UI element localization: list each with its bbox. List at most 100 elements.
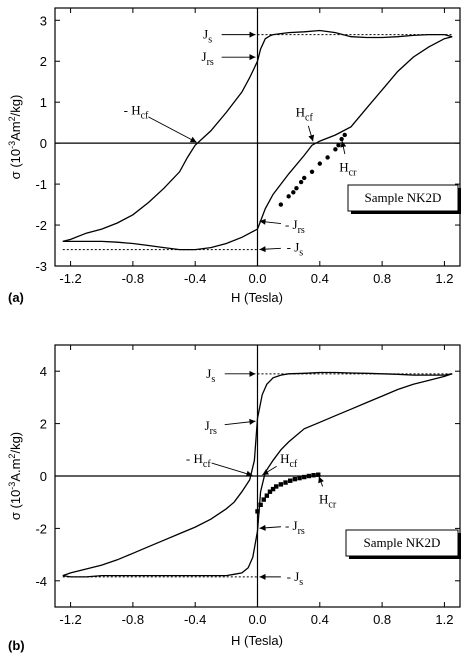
y-axis-title-part: Am — [8, 121, 23, 141]
annotation-arrowhead — [245, 470, 253, 477]
annotation-label: - Jrs — [285, 518, 305, 537]
annotation-subscript: rs — [298, 225, 305, 236]
annotation-arrowhead — [259, 573, 266, 580]
y-tick-label: 2 — [40, 417, 47, 432]
annotation-label: Hcf — [296, 104, 314, 123]
x-tick-label: 0.0 — [248, 271, 266, 286]
annotation-arrow — [148, 116, 197, 143]
annotation-subscript: cr — [349, 168, 357, 179]
sample-label: Sample NK2D — [364, 535, 441, 550]
recoil-point — [306, 473, 312, 479]
y-tick-label: -2 — [35, 521, 47, 536]
y-axis-title: σ (10-3A.m2/kg) — [7, 432, 23, 520]
panel-a: -1.2 -0.8 -0.4 0.0 0.4 0.8 1.2-3-2-10123JsJrs-… — [7, 7, 461, 305]
annotation-main: H — [339, 160, 348, 175]
hysteresis-branch-1 — [62, 373, 453, 578]
hysteresis-branch-0 — [62, 29, 453, 243]
y-axis-title-part: 2 — [7, 116, 17, 121]
annotation-main: H — [296, 104, 305, 119]
annotation-subscript: s — [211, 374, 215, 385]
annotation-main: - J — [285, 518, 298, 533]
x-tick-label: 0.4 — [311, 271, 329, 286]
panel-label: (b) — [8, 638, 25, 653]
recoil-point — [325, 155, 330, 160]
recoil-point — [294, 185, 299, 191]
annotation-arrowhead — [259, 218, 266, 225]
annotation-main: J — [206, 366, 211, 381]
recoil-point — [336, 142, 341, 148]
recoil-point — [278, 482, 284, 487]
x-tick-label: -0.8 — [122, 612, 144, 627]
annotation-label: - Hcf — [186, 451, 211, 470]
annotation-main: - H — [124, 102, 141, 117]
recoil-point — [267, 489, 273, 494]
annotation-label: Jrs — [205, 418, 217, 437]
y-axis-title-part: /kg) — [8, 95, 23, 117]
recoil-point — [317, 161, 323, 166]
annotation-label: Js — [203, 27, 212, 46]
annotation-label: Jrs — [202, 49, 214, 68]
sample-box — [347, 184, 459, 212]
y-tick-label: 0 — [40, 136, 47, 151]
annotation-subscript: rs — [298, 526, 305, 537]
recoil-point — [264, 493, 270, 498]
y-tick-label: -4 — [35, 574, 47, 589]
annotation-main: H — [280, 451, 289, 466]
annotation-subscript: rs — [207, 57, 214, 68]
recoil-point — [302, 474, 307, 480]
annotation-label: Hcf — [280, 451, 298, 470]
annotation-arrowhead — [318, 476, 324, 484]
annotation-subscript: cr — [328, 500, 336, 511]
annotation-subscript: cf — [289, 459, 297, 470]
annotation-arrowhead — [249, 54, 256, 61]
recoil-point — [261, 497, 266, 502]
annotation-main: - H — [186, 451, 203, 466]
recoil-point — [298, 179, 304, 185]
recoil-point — [288, 478, 293, 483]
y-tick-label: 1 — [40, 95, 47, 110]
annotation-arrowhead — [340, 141, 347, 148]
y-axis-title-part: σ (10 — [8, 490, 23, 520]
annotation-label: Hcr — [339, 160, 357, 179]
y-tick-label: 0 — [40, 469, 47, 484]
x-axis-title: H (Tesla) — [231, 633, 283, 648]
recoil-point — [316, 472, 321, 477]
y-axis-title-part: σ (10 — [8, 149, 23, 179]
x-axis-title: H (Tesla) — [231, 290, 283, 305]
annotation-label: Hcr — [319, 492, 337, 511]
y-tick-label: 2 — [40, 54, 47, 69]
annotation-main: H — [319, 492, 328, 507]
annotation-label: - Jrs — [285, 217, 305, 236]
y-axis-title-part: -3 — [7, 482, 17, 490]
annotation-arrowhead — [262, 469, 270, 475]
recoil-point — [270, 486, 276, 492]
recoil-point — [297, 475, 302, 481]
x-tick-label: 0.0 — [248, 612, 266, 627]
y-axis-title-part: 2 — [7, 454, 17, 459]
annotation-subscript: s — [299, 248, 303, 259]
hysteresis-branch-0 — [62, 371, 453, 577]
annotation-arrowhead — [249, 370, 256, 377]
annotation-subscript: cf — [305, 112, 313, 123]
annotation-arrowhead — [259, 246, 266, 253]
annotation-arrow — [211, 462, 253, 476]
recoil-point — [311, 473, 316, 478]
recoil-point — [291, 190, 296, 195]
annotation-label: - Js — [287, 569, 304, 588]
annotation-label: - Hcf — [124, 102, 149, 121]
annotation-subscript: rs — [210, 426, 217, 437]
y-axis-title-part: A.m — [8, 459, 23, 482]
sample-label: Sample NK2D — [365, 190, 442, 205]
y-axis-title: σ (10-3Am2/kg) — [7, 95, 23, 180]
recoil-point — [339, 136, 344, 142]
recoil-point — [255, 509, 260, 514]
annotation-subscript: cf — [203, 459, 211, 470]
annotation-arrowhead — [249, 31, 256, 38]
annotation-arrowhead — [249, 418, 256, 425]
y-tick-label: -3 — [35, 259, 47, 274]
recoil-point — [278, 202, 284, 207]
x-tick-label: -0.4 — [184, 271, 206, 286]
recoil-point — [342, 132, 347, 138]
